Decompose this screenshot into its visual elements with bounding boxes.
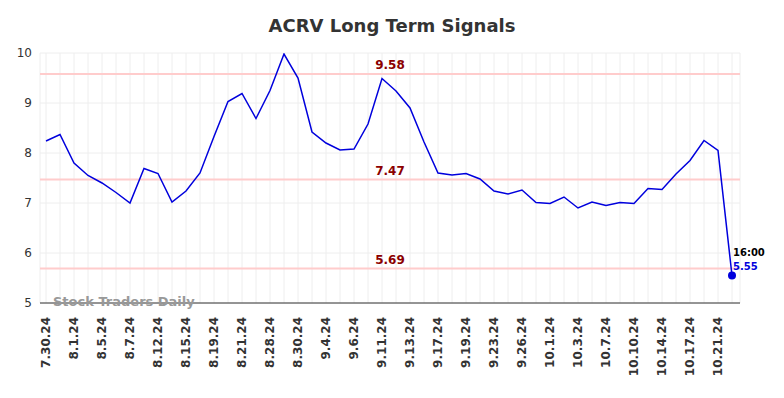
svg-text:9.6.24: 9.6.24 bbox=[347, 317, 361, 360]
svg-text:7.47: 7.47 bbox=[375, 164, 405, 178]
svg-text:5.55: 5.55 bbox=[733, 261, 758, 272]
svg-text:10.7.24: 10.7.24 bbox=[599, 317, 613, 368]
svg-text:9.23.24: 9.23.24 bbox=[487, 317, 501, 368]
svg-text:8.12.24: 8.12.24 bbox=[151, 317, 165, 368]
svg-text:8.15.24: 8.15.24 bbox=[179, 317, 193, 368]
svg-text:7: 7 bbox=[24, 196, 32, 210]
svg-text:9.13.24: 9.13.24 bbox=[403, 317, 417, 368]
svg-text:9.17.24: 9.17.24 bbox=[431, 317, 445, 368]
svg-text:9.58: 9.58 bbox=[375, 58, 405, 72]
svg-text:6: 6 bbox=[24, 246, 32, 260]
svg-text:9.11.24: 9.11.24 bbox=[375, 317, 389, 368]
svg-text:5.69: 5.69 bbox=[375, 253, 405, 267]
svg-text:9.19.24: 9.19.24 bbox=[459, 317, 473, 368]
svg-text:7.30.24: 7.30.24 bbox=[39, 317, 53, 368]
svg-text:8.5.24: 8.5.24 bbox=[95, 317, 109, 360]
svg-text:10.14.24: 10.14.24 bbox=[655, 317, 669, 376]
svg-text:10: 10 bbox=[17, 46, 32, 60]
svg-text:5: 5 bbox=[24, 296, 32, 310]
svg-text:10.10.24: 10.10.24 bbox=[627, 317, 641, 376]
svg-text:9: 9 bbox=[24, 96, 32, 110]
svg-text:8.28.24: 8.28.24 bbox=[263, 317, 277, 368]
svg-text:8.19.24: 8.19.24 bbox=[207, 317, 221, 368]
svg-text:10.3.24: 10.3.24 bbox=[571, 317, 585, 368]
svg-text:8.1.24: 8.1.24 bbox=[67, 317, 81, 360]
svg-text:9.26.24: 9.26.24 bbox=[515, 317, 529, 368]
html-text:Stock Traders Daily: Stock Traders Daily bbox=[53, 294, 195, 309]
svg-text:8: 8 bbox=[24, 146, 32, 160]
svg-text:8.30.24: 8.30.24 bbox=[291, 317, 305, 368]
html-text:ACRV Long Term Signals: ACRV Long Term Signals bbox=[268, 15, 516, 36]
svg-text:10.1.24: 10.1.24 bbox=[543, 317, 557, 368]
svg-text:8.7.24: 8.7.24 bbox=[123, 317, 137, 360]
svg-text:16:00: 16:00 bbox=[733, 247, 765, 258]
svg-text:10.21.24: 10.21.24 bbox=[711, 317, 725, 376]
svg-text:8.21.24: 8.21.24 bbox=[235, 317, 249, 368]
svg-text:9.4.24: 9.4.24 bbox=[319, 317, 333, 360]
svg-text:10.17.24: 10.17.24 bbox=[683, 317, 697, 376]
